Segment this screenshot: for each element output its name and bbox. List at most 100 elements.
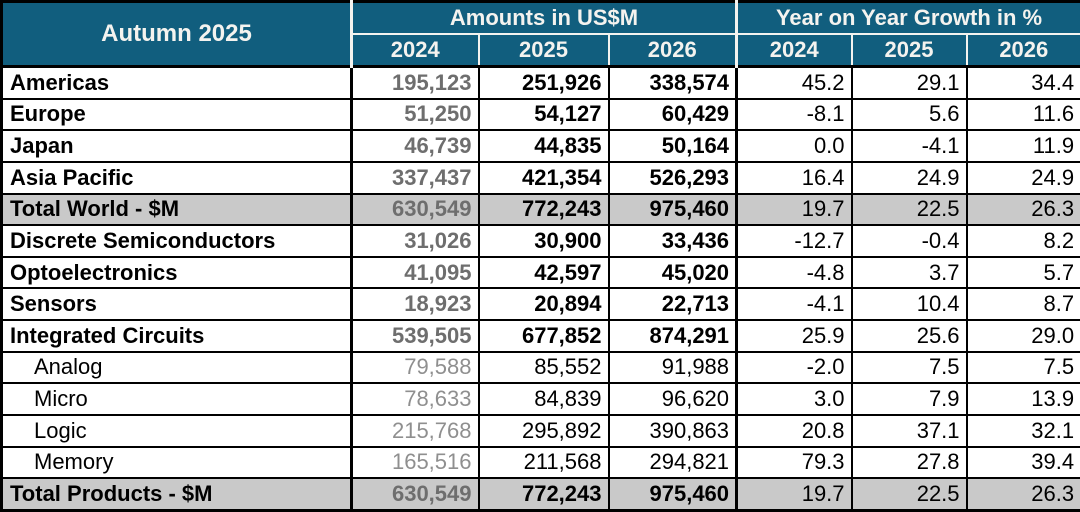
growth-cell-2025: 7.9 [850, 382, 968, 416]
amount-cell-2026: 91,988 [607, 350, 738, 385]
table-row: Logic 215,768 295,892 390,863 20.8 37.1 … [0, 413, 1080, 448]
growth-cell-2025: 7.5 [850, 350, 968, 385]
amount-cell-2026: 96,620 [607, 382, 738, 416]
growth-cell-2024: 25.9 [735, 319, 853, 353]
table-body: Americas 195,123 251,926 338,574 45.2 29… [0, 64, 1080, 512]
amount-cell-2025: 84,839 [477, 382, 610, 416]
amount-cell-2026: 45,020 [607, 255, 738, 290]
growth-cell-2025: 5.6 [850, 97, 968, 132]
growth-cell-2026: 11.6 [965, 97, 1080, 132]
table-row: Discrete Semiconductors 31,026 30,900 33… [0, 224, 1080, 258]
growth-cell-2026: 39.4 [965, 445, 1080, 480]
amount-cell-2026: 22,713 [607, 287, 738, 322]
growth-cell-2024: 3.0 [735, 382, 853, 416]
growth-cell-2024: -12.7 [735, 224, 853, 258]
amount-cell-2025: 677,852 [477, 319, 610, 353]
growth-cell-2026: 24.9 [965, 160, 1080, 195]
table-title: Autumn 2025 [0, 0, 353, 68]
growth-cell-2024: 16.4 [735, 160, 853, 195]
row-label: Americas [0, 64, 353, 100]
growth-cell-2024: -4.8 [735, 255, 853, 290]
growth-cell-2026: 26.3 [965, 477, 1080, 512]
growth-cell-2025: -4.1 [850, 129, 968, 163]
row-label: Sensors [0, 287, 353, 322]
amount-cell-2025: 211,568 [477, 445, 610, 480]
amount-cell-2025: 30,900 [477, 224, 610, 258]
row-label: Total Products - $M [0, 477, 353, 512]
growth-cell-2024: 19.7 [735, 192, 853, 227]
amount-cell-2026: 50,164 [607, 129, 738, 163]
row-label: Memory [0, 445, 353, 480]
growth-cell-2024: 20.8 [735, 413, 853, 448]
amount-cell-2025: 295,892 [477, 413, 610, 448]
growth-cell-2026: 26.3 [965, 192, 1080, 227]
growth-year-2025-header: 2025 [850, 33, 968, 68]
row-label: Analog [0, 350, 353, 385]
growth-cell-2026: 5.7 [965, 255, 1080, 290]
table-row: Japan 46,739 44,835 50,164 0.0 -4.1 11.9 [0, 129, 1080, 163]
amount-cell-2024: 51,250 [350, 97, 480, 132]
growth-cell-2026: 7.5 [965, 350, 1080, 385]
growth-cell-2024: -4.1 [735, 287, 853, 322]
growth-cell-2026: 34.4 [965, 64, 1080, 100]
row-label: Logic [0, 413, 353, 448]
table-row: Asia Pacific 337,437 421,354 526,293 16.… [0, 160, 1080, 195]
amount-cell-2026: 975,460 [607, 192, 738, 227]
growth-cell-2024: 0.0 [735, 129, 853, 163]
growth-cell-2026: 32.1 [965, 413, 1080, 448]
amounts-group-header: Amounts in US$M [349, 0, 738, 35]
growth-cell-2024: 19.7 [735, 477, 853, 512]
amount-cell-2026: 294,821 [607, 445, 738, 480]
growth-cell-2025: 29.1 [850, 64, 968, 100]
table-row: Analog 79,588 85,552 91,988 -2.0 7.5 7.5 [0, 350, 1080, 385]
amount-cell-2026: 975,460 [607, 477, 738, 512]
row-label: Asia Pacific [0, 160, 353, 195]
table-row: Micro 78,633 84,839 96,620 3.0 7.9 13.9 [0, 382, 1080, 416]
amount-cell-2024: 215,768 [350, 413, 480, 448]
amount-cell-2025: 85,552 [477, 350, 610, 385]
amount-cell-2024: 41,095 [350, 255, 480, 290]
growth-year-2026-header: 2026 [965, 33, 1080, 68]
growth-cell-2025: 22.5 [850, 477, 968, 512]
growth-cell-2025: 3.7 [850, 255, 968, 290]
amount-cell-2026: 338,574 [607, 64, 738, 100]
growth-cell-2025: -0.4 [850, 224, 968, 258]
row-label: Optoelectronics [0, 255, 353, 290]
growth-cell-2025: 37.1 [850, 413, 968, 448]
amount-cell-2024: 630,549 [350, 192, 480, 227]
amount-cell-2025: 20,894 [477, 287, 610, 322]
row-label: Europe [0, 97, 353, 132]
amount-cell-2026: 390,863 [607, 413, 738, 448]
amount-cell-2024: 79,588 [350, 350, 480, 385]
growth-cell-2026: 11.9 [965, 129, 1080, 163]
table-row: Sensors 18,923 20,894 22,713 -4.1 10.4 8… [0, 287, 1080, 322]
growth-cell-2026: 29.0 [965, 319, 1080, 353]
growth-cell-2025: 24.9 [850, 160, 968, 195]
year-header-row: 2024 2025 2026 2024 2025 2026 [2, 33, 1080, 68]
table-row: Integrated Circuits 539,505 677,852 874,… [0, 319, 1080, 353]
table-row: Memory 165,516 211,568 294,821 79.3 27.8… [0, 445, 1080, 480]
amount-cell-2025: 251,926 [477, 64, 610, 100]
amount-cell-2025: 772,243 [477, 477, 610, 512]
amount-cell-2024: 165,516 [350, 445, 480, 480]
amount-cell-2025: 54,127 [477, 97, 610, 132]
amounts-year-2024-header: 2024 [350, 33, 480, 68]
row-label: Japan [0, 129, 353, 163]
growth-group-header: Year on Year Growth in % [735, 0, 1080, 35]
amount-cell-2025: 42,597 [477, 255, 610, 290]
row-label: Integrated Circuits [0, 319, 353, 353]
amount-cell-2026: 526,293 [607, 160, 738, 195]
table-header: Autumn 2025 Amounts in US$M Year on Year… [0, 0, 1080, 68]
growth-cell-2025: 27.8 [850, 445, 968, 480]
table-row: Total World - $M 630,549 772,243 975,460… [0, 192, 1080, 227]
growth-cell-2026: 8.7 [965, 287, 1080, 322]
amount-cell-2024: 195,123 [350, 64, 480, 100]
amount-cell-2024: 337,437 [350, 160, 480, 195]
growth-cell-2024: -2.0 [735, 350, 853, 385]
amount-cell-2026: 60,429 [607, 97, 738, 132]
table-row: Optoelectronics 41,095 42,597 45,020 -4.… [0, 255, 1080, 290]
group-header-row: Autumn 2025 Amounts in US$M Year on Year… [0, 0, 1080, 68]
amount-cell-2026: 33,436 [607, 224, 738, 258]
amounts-year-2026-header: 2026 [607, 33, 738, 68]
